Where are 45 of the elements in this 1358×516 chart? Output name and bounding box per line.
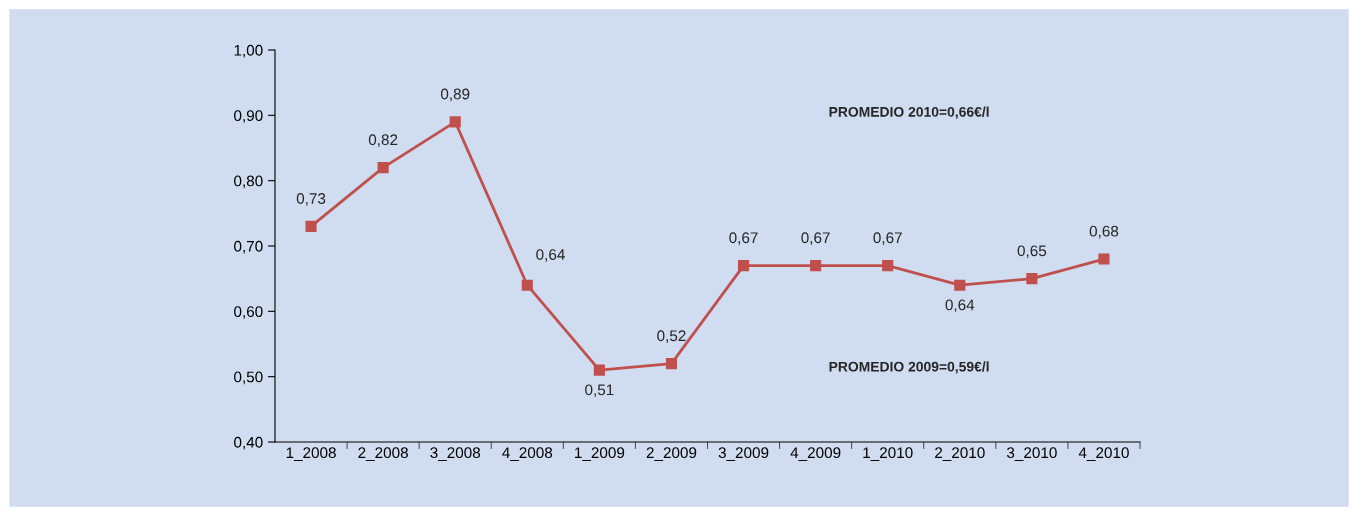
x-tick-label: 4_2010 [1078,447,1129,461]
data-label: 0,67 [729,232,758,245]
x-tick-label: 3_2009 [718,447,769,461]
point [593,364,605,376]
x-tick-label: 3_2010 [1006,447,1057,461]
annotation: PROMEDIO 2009=0,59€/l [829,361,989,374]
point [882,260,894,272]
x-tick-label: 4_2009 [790,447,841,461]
point [377,162,389,174]
y-tick-label: 0,40 [234,436,263,450]
point [1098,253,1110,265]
y-tick-label: 0,80 [234,175,263,189]
y-tick-label: 0,50 [234,371,263,385]
x-tick-label: 1_2008 [286,447,336,461]
x-tick-label: 3_2008 [430,447,481,461]
x-tick-label: 1_2009 [575,447,625,461]
point [665,358,678,370]
data-label: 0,89 [440,88,470,102]
data-label: 0,67 [801,232,830,245]
x-tick-label: 2_2010 [935,447,985,461]
data-label: 0,82 [368,134,398,147]
point [954,279,966,291]
point [1026,273,1038,285]
y-tick-label: 0,60 [234,306,263,319]
x-tick-label: 1_2010 [863,447,913,461]
x-tick-label: 2_2008 [358,447,408,461]
point [737,260,750,272]
x-tick-label: 4_2008 [502,447,553,461]
data-label: 0,51 [585,384,614,398]
point [305,220,317,232]
data-label: 0,65 [1017,245,1047,259]
annotation: PROMEDIO 2010=0,66€/l [829,106,989,119]
data-label: 0,64 [536,249,565,262]
y-tick-label: 0,90 [234,110,263,123]
data-label: 0,64 [945,299,975,313]
y-tick-label: 0,70 [234,240,263,254]
point [449,116,461,128]
data-label: 0,68 [1089,225,1119,239]
point [521,279,533,291]
data-label: 0,73 [296,193,326,206]
data-label: 0,67 [873,232,902,245]
point [810,260,822,272]
x-tick-label: 2_2009 [646,447,697,461]
data-label: 0,52 [657,330,686,343]
y-tick-label: 1,00 [234,44,263,58]
